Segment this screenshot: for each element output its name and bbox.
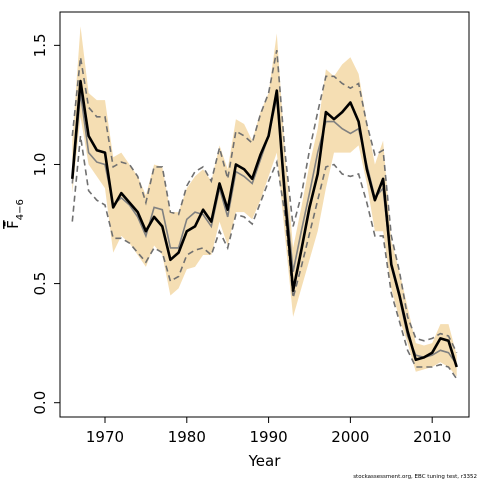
y-tick-label: 0.5 [31,272,49,296]
x-axis-title: Year [248,452,282,470]
x-tick-label: 2000 [331,428,369,446]
x-tick-label: 1970 [86,428,124,446]
y-axis: 0.0 0.5 1.0 1.5 [31,33,60,415]
plot-frame [59,11,470,418]
footnote: stockassessment.org, EBC tuning test, r3… [353,474,477,480]
x-tick-label: 2010 [413,428,451,446]
y-tick-label: 1.0 [31,153,49,177]
y-axis-title: F̄4−6 [3,199,26,229]
y-axis-title-symbol: F̄ [3,220,22,229]
x-axis: 1970 1980 1990 2000 2010 [86,417,451,446]
y-axis-title-subscript: 4−6 [15,199,26,220]
plot-layer [71,26,458,380]
estimate-line [71,79,458,368]
svg-text:F̄4−6: F̄4−6 [3,199,26,229]
confidence-band [72,26,457,377]
comparison-lower-bound-line [71,135,458,380]
comparison-upper-bound-line [71,49,458,354]
x-tick-label: 1990 [249,428,287,446]
x-tick-label: 1980 [168,428,206,446]
y-tick-label: 1.5 [31,33,49,57]
y-tick-label: 0.0 [31,391,49,415]
